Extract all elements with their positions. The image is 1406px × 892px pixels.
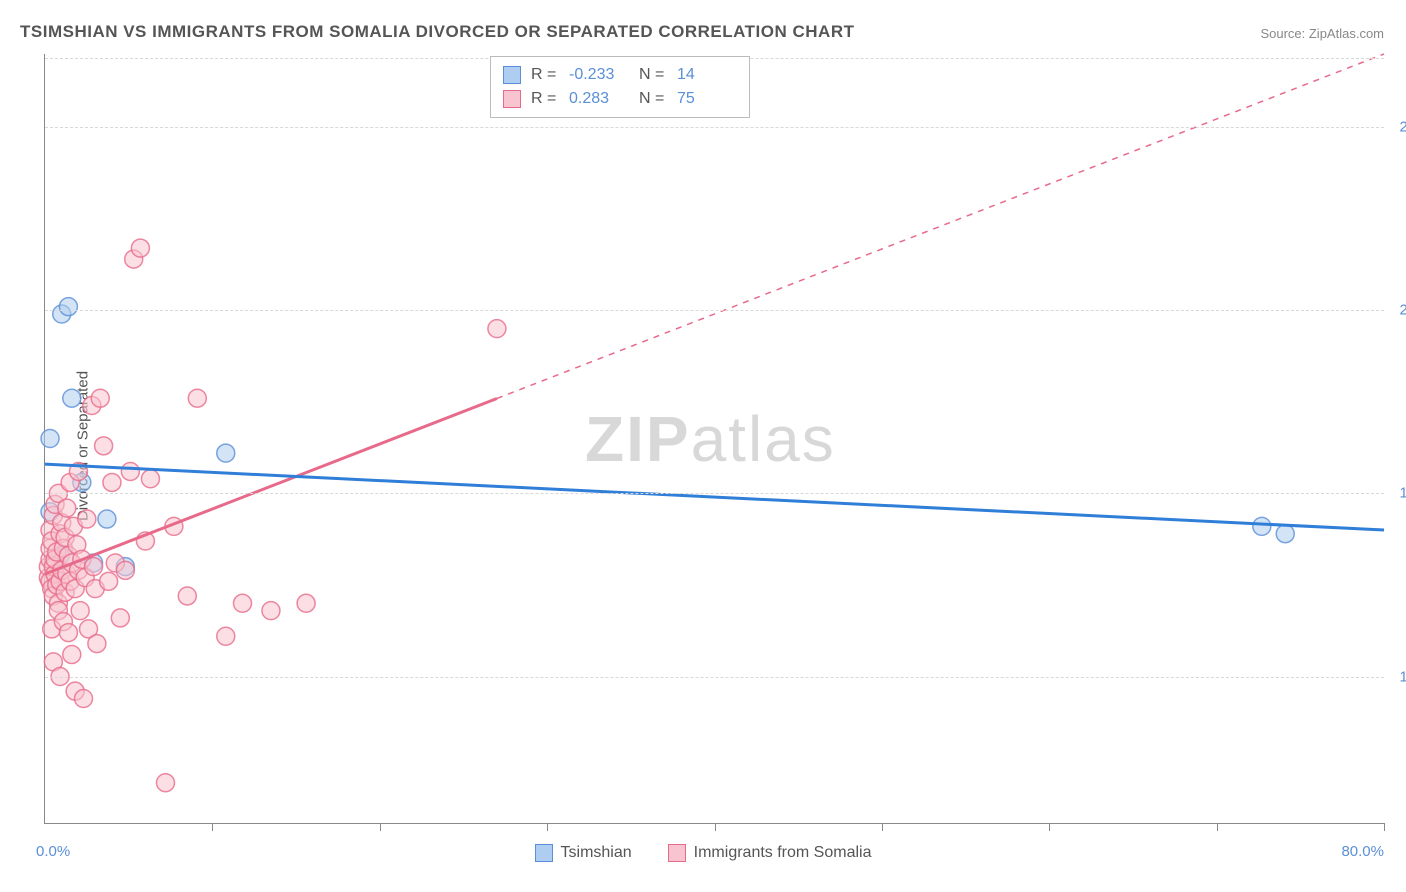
- data-point: [58, 499, 76, 517]
- legend-item: Immigrants from Somalia: [668, 844, 872, 862]
- y-tick-label: 15.0%: [1399, 485, 1406, 502]
- data-point: [63, 389, 81, 407]
- legend-row: R = 0.283 N = 75: [503, 87, 737, 111]
- data-point: [85, 558, 103, 576]
- gridline: [45, 677, 1384, 678]
- data-point: [103, 473, 121, 491]
- legend-n-value: 75: [677, 87, 737, 111]
- legend-swatch: [503, 90, 521, 108]
- data-point: [100, 572, 118, 590]
- gridline: [45, 310, 1384, 311]
- legend-swatch: [668, 844, 686, 862]
- legend-bottom: Tsimshian Immigrants from Somalia: [0, 844, 1406, 862]
- data-point: [1276, 525, 1294, 543]
- data-point: [188, 389, 206, 407]
- legend-label: Tsimshian: [561, 844, 632, 862]
- source-label: Source: ZipAtlas.com: [1260, 26, 1384, 41]
- data-point: [41, 430, 59, 448]
- data-point: [78, 510, 96, 528]
- legend-n-value: 14: [677, 63, 737, 87]
- data-point: [98, 510, 116, 528]
- data-point: [157, 774, 175, 792]
- legend-label: Immigrants from Somalia: [694, 844, 872, 862]
- data-point: [217, 627, 235, 645]
- legend-swatch: [535, 844, 553, 862]
- y-tick-label: 25.0%: [1399, 119, 1406, 136]
- data-point: [217, 444, 235, 462]
- chart-svg: [45, 54, 1384, 823]
- x-tick: [212, 823, 213, 831]
- data-point: [91, 389, 109, 407]
- legend-r-label: R =: [531, 63, 559, 87]
- data-point: [88, 635, 106, 653]
- data-point: [71, 602, 89, 620]
- data-point: [141, 470, 159, 488]
- data-point: [74, 689, 92, 707]
- y-tick-label: 20.0%: [1399, 302, 1406, 319]
- x-tick: [715, 823, 716, 831]
- data-point: [1253, 517, 1271, 535]
- x-tick: [882, 823, 883, 831]
- legend-r-value: -0.233: [569, 63, 629, 87]
- x-tick: [1049, 823, 1050, 831]
- gridline: [45, 127, 1384, 128]
- x-tick: [547, 823, 548, 831]
- data-point: [121, 462, 139, 480]
- legend-row: R = -0.233 N = 14: [503, 63, 737, 87]
- x-tick: [1384, 823, 1385, 831]
- legend-n-label: N =: [639, 63, 667, 87]
- data-point: [111, 609, 129, 627]
- data-point: [116, 561, 134, 579]
- data-point: [178, 587, 196, 605]
- x-tick: [380, 823, 381, 831]
- data-point: [297, 594, 315, 612]
- legend-r-label: R =: [531, 87, 559, 111]
- data-point: [95, 437, 113, 455]
- legend-r-value: 0.283: [569, 87, 629, 111]
- data-point: [131, 239, 149, 257]
- plot-area: ZIPatlas 10.0%15.0%20.0%25.0%R =-0.233N …: [44, 54, 1384, 824]
- data-point: [262, 602, 280, 620]
- data-point: [59, 624, 77, 642]
- y-tick-label: 10.0%: [1399, 668, 1406, 685]
- data-point: [59, 298, 77, 316]
- legend-n-label: N =: [639, 87, 667, 111]
- gridline: [45, 493, 1384, 494]
- data-point: [63, 646, 81, 664]
- data-point: [234, 594, 252, 612]
- x-tick: [1217, 823, 1218, 831]
- legend-stats: R = -0.233 N = 14 R = 0.283 N = 75: [490, 56, 750, 118]
- legend-swatch: [503, 66, 521, 84]
- legend-item: Tsimshian: [535, 844, 632, 862]
- chart-title: TSIMSHIAN VS IMMIGRANTS FROM SOMALIA DIV…: [20, 22, 854, 42]
- data-point: [488, 320, 506, 338]
